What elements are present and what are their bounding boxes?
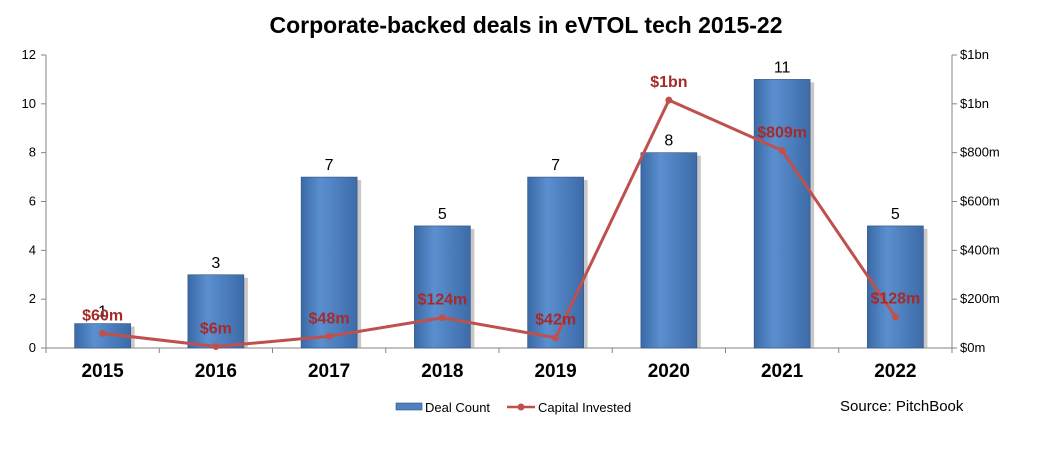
- source-note: Source: PitchBook: [840, 398, 964, 415]
- left-tick-label: 0: [29, 340, 36, 355]
- legend-capital-label: Capital Invested: [538, 400, 631, 415]
- deal-count-bars: [74, 79, 928, 349]
- legend-deal-count-swatch: [395, 402, 423, 411]
- right-tick-label: $1bn: [960, 96, 989, 111]
- capital-invested-point: [778, 146, 786, 154]
- deal-count-bar: [753, 79, 811, 349]
- left-tick-label: 10: [22, 96, 36, 111]
- deal-count-label: 8: [664, 133, 673, 150]
- x-tick-label: 2021: [761, 361, 804, 382]
- x-tick-label: 2018: [421, 361, 463, 382]
- capital-invested-label: $48m: [309, 310, 350, 327]
- deal-count-label: 5: [438, 206, 447, 223]
- left-tick-label: 12: [22, 47, 36, 62]
- legend: Deal Count Capital Invested: [395, 400, 631, 415]
- right-tick-label: $200m: [960, 291, 1000, 306]
- deal-count-bar: [187, 274, 245, 349]
- legend-capital-marker: [517, 403, 525, 411]
- right-tick-label: $400m: [960, 242, 1000, 257]
- chart-axes: 0 2 4 6 8 10 12 $0m $200m $400m $600m $800m $1bn $1bn…: [22, 47, 1000, 382]
- capital-invested-point: [99, 329, 107, 337]
- left-tick-label: 2: [29, 291, 36, 306]
- deal-count-label: 5: [891, 206, 900, 223]
- right-tick-label: $600m: [960, 194, 1000, 209]
- deal-count-label: 1: [98, 304, 107, 321]
- capital-invested-point: [212, 343, 220, 351]
- right-tick-label: $800m: [960, 145, 1000, 160]
- deal-count-bar: [527, 176, 584, 349]
- capital-invested-series-line: [102, 98, 897, 349]
- capital-invested-label: $1bn: [650, 74, 687, 91]
- x-tick-label: 2020: [648, 361, 690, 382]
- chart-title: Corporate-backed deals in eVTOL tech 201…: [269, 12, 782, 38]
- left-tick-label: 8: [29, 145, 36, 160]
- capital-invested-label: $128m: [870, 291, 920, 308]
- capital-invested-line: [99, 96, 899, 351]
- capital-invested-label: $6m: [200, 321, 232, 338]
- capital-invested-point: [438, 314, 446, 322]
- deal-count-label: 7: [325, 157, 334, 174]
- deal-count-bar: [414, 225, 471, 349]
- capital-invested-label: $124m: [417, 292, 467, 309]
- capital-invested-label: $809m: [757, 124, 807, 141]
- capital-invested-point: [891, 313, 899, 321]
- deal-count-label: 3: [211, 255, 220, 272]
- capital-invested-point: [325, 332, 333, 340]
- deal-count-bar: [640, 152, 698, 349]
- x-tick-label: 2017: [308, 361, 350, 382]
- left-tick-label: 6: [29, 194, 36, 209]
- x-tick-label: 2022: [874, 361, 916, 382]
- deal-count-label: 7: [551, 157, 560, 174]
- left-tick-label: 4: [29, 242, 36, 257]
- capital-invested-point: [665, 96, 673, 104]
- deal-count-label: 11: [774, 59, 791, 76]
- capital-invested-point: [552, 334, 560, 342]
- x-tick-label: 2016: [195, 361, 237, 382]
- deal-count-bar: [300, 176, 358, 349]
- capital-invested-label: $60m: [82, 307, 123, 324]
- x-tick-label: 2019: [534, 361, 576, 382]
- right-tick-label: $1bn: [960, 47, 989, 62]
- x-tick-label: 2015: [81, 361, 124, 382]
- capital-invested-label: $42m: [535, 312, 576, 329]
- legend-deal-count-label: Deal Count: [425, 400, 490, 415]
- right-tick-label: $0m: [960, 340, 985, 355]
- data-labels: 1 3 7 5 7 8 11 5 $60m $6m $48m $124m $42m $1bn $809m $1…: [82, 59, 920, 337]
